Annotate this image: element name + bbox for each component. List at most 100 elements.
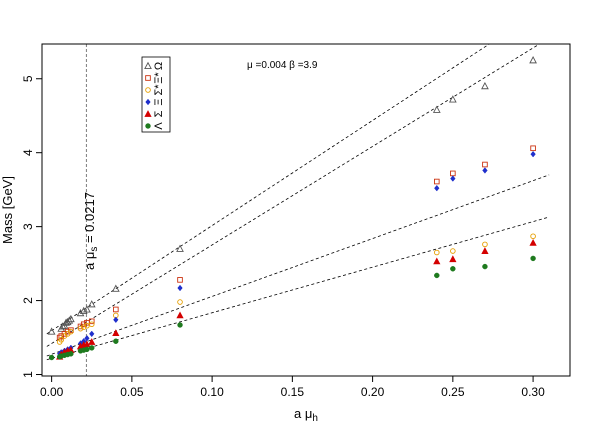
series-6 — [48, 255, 536, 361]
point-series-6-12 — [177, 322, 183, 328]
y-axis-label: Mass [GeV] — [0, 176, 15, 244]
point-series-2-10 — [113, 306, 119, 313]
point-series-1-12 — [87, 300, 96, 308]
point-series-4-14 — [482, 167, 488, 174]
point-series-1-7 — [65, 316, 74, 324]
point-series-3-7 — [80, 324, 87, 330]
parameter-annotation: μ =0.004 β =3.9 — [247, 60, 318, 71]
series-5 — [56, 239, 537, 360]
data-points — [47, 56, 537, 361]
point-series-4-13 — [450, 175, 456, 182]
point-series-4-9 — [89, 330, 95, 338]
point-series-2-7 — [80, 321, 87, 328]
legend-label-3: Σ* — [153, 84, 165, 96]
point-series-1-16 — [448, 95, 457, 103]
point-series-6-6 — [68, 351, 74, 357]
point-series-1-15 — [432, 105, 441, 113]
point-series-2-4 — [64, 328, 71, 335]
point-series-3-13 — [450, 248, 456, 254]
point-series-1-14 — [176, 244, 184, 252]
point-series-1-5 — [62, 318, 70, 326]
y-axis: 1 2 3 4 5 — [21, 75, 42, 378]
point-series-6-9 — [84, 346, 90, 353]
legend-marker-6 — [145, 123, 151, 129]
point-series-1-13 — [111, 284, 120, 292]
point-series-5-9 — [88, 338, 96, 345]
legend-label-5: Σ — [153, 110, 165, 117]
plot-frame — [41, 43, 571, 377]
series-2 — [56, 145, 536, 341]
point-series-1-9 — [76, 308, 85, 317]
fit-line-4 — [46, 216, 550, 361]
x-tick-label-7: 0.30 — [521, 385, 545, 399]
point-series-3-9 — [88, 321, 95, 328]
point-series-6-1 — [48, 354, 55, 361]
y-tick-label-5: 5 — [21, 75, 35, 82]
legend-box — [141, 56, 171, 133]
point-series-4-11 — [177, 284, 183, 292]
fit-line-1 — [46, 44, 491, 335]
point-series-4-15 — [530, 150, 536, 158]
point-series-3-14 — [482, 241, 488, 248]
point-series-5-13 — [449, 255, 457, 263]
legend-marker-5 — [144, 110, 152, 117]
point-series-2-14 — [482, 161, 488, 168]
point-series-4-12 — [434, 184, 440, 192]
fit-lines — [46, 44, 550, 361]
point-series-5-14 — [481, 247, 489, 254]
fit-line-2 — [46, 44, 541, 347]
point-series-2-9 — [88, 318, 95, 325]
point-series-3-6 — [77, 325, 84, 332]
x-tick-label-3: 0.10 — [200, 385, 224, 399]
legend-marker-3 — [145, 87, 151, 93]
point-series-3-8 — [84, 322, 90, 329]
y-tick-label-2: 2 — [21, 297, 35, 304]
legend-label-1: Ω — [153, 62, 165, 70]
point-series-6-15 — [482, 263, 488, 270]
point-series-6-11 — [113, 338, 119, 344]
point-series-1-1 — [47, 327, 56, 335]
point-series-3-2 — [58, 336, 65, 343]
point-series-3-11 — [177, 299, 183, 305]
point-series-3-15 — [530, 233, 536, 240]
x-axis-label: a μh — [294, 406, 318, 424]
point-series-1-3 — [58, 322, 67, 330]
point-series-6-16 — [530, 255, 536, 262]
fit-line-3 — [46, 174, 550, 357]
legend: Ω Ξ*Σ* ΞΣΛ — [141, 56, 171, 133]
legend-marker-1 — [144, 61, 152, 70]
legend-label-2: Ξ* — [153, 72, 165, 84]
point-series-2-15 — [530, 145, 536, 152]
point-series-1-11 — [83, 305, 91, 313]
point-series-5-12 — [433, 257, 441, 265]
point-series-4-10 — [113, 316, 119, 324]
x-tick-label-4: 0.15 — [281, 385, 305, 399]
point-series-2-11 — [177, 277, 183, 283]
point-series-6-13 — [434, 272, 440, 279]
point-series-5-15 — [529, 239, 537, 246]
x-tick-label-1: 0.00 — [40, 385, 64, 399]
series-1 — [47, 56, 537, 335]
point-series-3-5 — [68, 328, 74, 335]
point-series-1-18 — [529, 56, 537, 64]
point-series-6-10 — [89, 345, 95, 351]
y-tick-label-3: 3 — [21, 223, 35, 230]
point-series-1-17 — [481, 81, 489, 90]
point-series-2-12 — [434, 178, 440, 185]
legend-label-4: Ξ — [153, 98, 165, 105]
legend-marker-2 — [145, 75, 151, 81]
point-series-3-12 — [434, 249, 440, 256]
point-series-5-11 — [176, 311, 184, 319]
x-tick-label-2: 0.05 — [120, 385, 144, 399]
series-4 — [56, 150, 536, 358]
vertical-line-label: a μs = 0.0217 — [82, 192, 100, 270]
y-tick-label-4: 4 — [21, 149, 35, 156]
x-tick-label-5: 0.20 — [361, 385, 385, 399]
point-series-6-14 — [450, 266, 456, 272]
y-tick-label-1: 1 — [21, 371, 35, 378]
legend-marker-4 — [145, 98, 151, 106]
x-axis: 0.00 0.05 0.10 0.15 0.20 0.25 0.30 — [40, 376, 545, 399]
series-3 — [56, 233, 536, 345]
point-series-1-8 — [67, 314, 75, 323]
